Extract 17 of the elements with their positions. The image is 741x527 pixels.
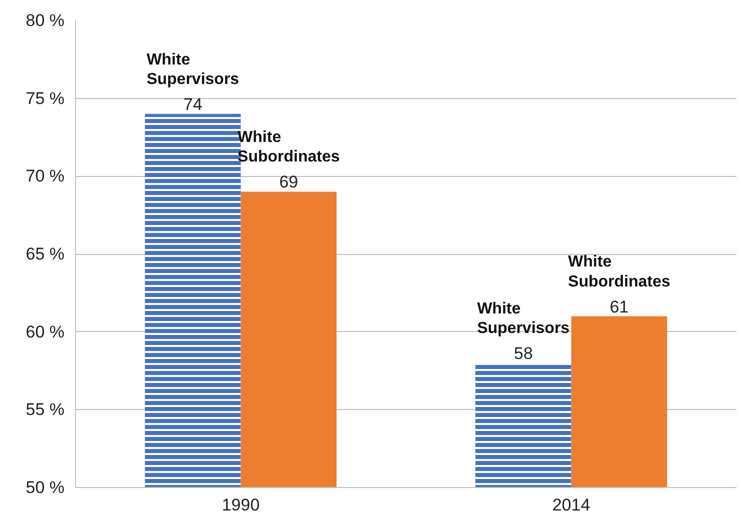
y-tick-label: 65 % [26, 244, 64, 264]
y-tick-label: 60 % [26, 322, 64, 342]
data-label: 69 [279, 172, 298, 192]
y-tick-label: 55 % [26, 400, 64, 420]
y-tick-label: 70 % [26, 166, 64, 186]
series-label: White Supervisors [146, 51, 240, 88]
data-label: 58 [514, 344, 533, 363]
x-tick-label: 1990 [222, 496, 260, 514]
text: White Supervisors [477, 300, 570, 337]
data-label: 74 [183, 94, 202, 114]
y-tick-label: 80 % [26, 11, 64, 30]
x-tick-label: 2014 [552, 496, 590, 514]
y-tick-label: 75 % [26, 88, 64, 108]
text: White Subordinates [238, 129, 340, 166]
y-tick-label: 50 % [26, 478, 64, 497]
data-label: 61 [610, 297, 629, 316]
series-label: White Subordinates [568, 254, 670, 290]
